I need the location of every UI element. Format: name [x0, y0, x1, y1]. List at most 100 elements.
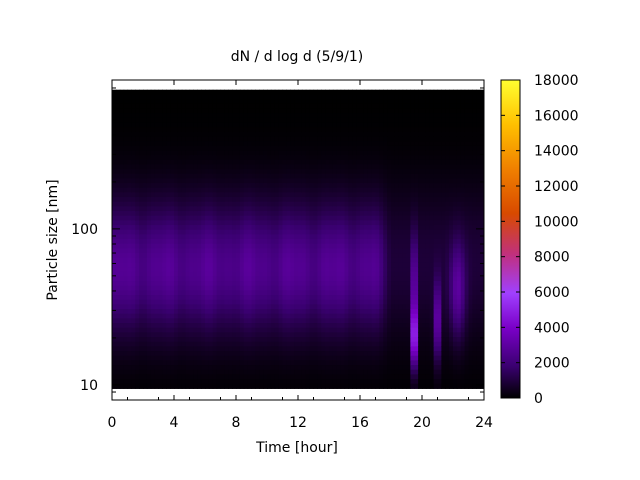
heatmap-cell: [317, 211, 322, 217]
heatmap-cell: [290, 271, 295, 277]
heatmap-cell: [270, 169, 276, 175]
heatmap-cell: [290, 117, 295, 123]
heatmap-cell: [406, 327, 411, 333]
heatmap-cell: [391, 197, 396, 203]
heatmap-cell: [131, 173, 136, 179]
heatmap-cell: [220, 239, 225, 245]
heatmap-cell: [224, 341, 229, 347]
heatmap-cell: [255, 304, 260, 310]
heatmap-cell: [146, 206, 152, 212]
heatmap-cell: [139, 103, 144, 109]
heatmap-cell: [340, 211, 346, 217]
heatmap-cell: [352, 103, 357, 109]
heatmap-cell: [197, 108, 202, 114]
heatmap-cell: [174, 99, 179, 105]
heatmap-cell: [360, 271, 365, 277]
heatmap-cell: [286, 313, 291, 319]
heatmap-cell: [123, 183, 129, 189]
heatmap-cell: [177, 197, 183, 203]
heatmap-cell: [313, 341, 318, 347]
heatmap-cell: [360, 187, 365, 193]
heatmap-cell: [340, 131, 346, 137]
heatmap-cell: [375, 295, 380, 301]
heatmap-cell: [387, 229, 392, 235]
heatmap-cell: [158, 285, 163, 291]
heatmap-cell: [119, 178, 125, 184]
heatmap-cell: [243, 332, 249, 338]
heatmap-cell: [220, 309, 225, 315]
heatmap-cell: [166, 365, 171, 371]
heatmap-cell: [146, 257, 152, 263]
heatmap-cell: [251, 369, 256, 375]
heatmap-cell: [391, 136, 396, 142]
heatmap-cell: [139, 108, 144, 114]
heatmap-cell: [414, 94, 419, 100]
heatmap-cell: [119, 332, 125, 338]
heatmap-cell: [205, 318, 210, 324]
heatmap-cell: [259, 145, 264, 151]
heatmap-cell: [348, 383, 353, 389]
heatmap-cell: [321, 145, 326, 151]
heatmap-cell: [332, 267, 338, 273]
heatmap-cell: [170, 271, 175, 277]
heatmap-cell: [197, 253, 202, 259]
heatmap-cell: [348, 127, 353, 133]
heatmap-cell: [290, 281, 295, 287]
heatmap-cell: [410, 229, 415, 235]
heatmap-cell: [344, 103, 349, 109]
heatmap-cell: [344, 355, 349, 361]
heatmap-cell: [255, 127, 260, 133]
heatmap-cell: [305, 145, 311, 151]
heatmap-cell: [123, 94, 129, 100]
heatmap-cell: [305, 323, 311, 329]
heatmap-cell: [294, 136, 299, 142]
heatmap-cell: [259, 206, 264, 212]
heatmap-cell: [201, 379, 206, 385]
heatmap-cell: [131, 248, 136, 254]
heatmap-cell: [208, 178, 214, 184]
heatmap-cell: [259, 169, 264, 175]
heatmap-cell: [205, 159, 210, 165]
heatmap-cell: [115, 267, 121, 273]
heatmap-cell: [224, 299, 229, 305]
heatmap-cell: [301, 337, 307, 343]
heatmap-cell: [267, 309, 272, 315]
heatmap-cell: [162, 351, 167, 357]
heatmap-cell: [305, 383, 311, 389]
heatmap-cell: [344, 131, 349, 137]
heatmap-cell: [410, 341, 415, 347]
heatmap-cell: [379, 313, 384, 319]
heatmap-cell: [158, 304, 163, 310]
heatmap-cell: [255, 220, 260, 226]
heatmap-cell: [158, 383, 163, 389]
heatmap-cell: [181, 141, 187, 147]
heatmap-cell: [263, 215, 268, 221]
heatmap-cell: [391, 243, 396, 249]
heatmap-cell: [189, 103, 194, 109]
heatmap-cell: [410, 374, 415, 380]
heatmap-cell: [278, 267, 284, 273]
heatmap-cell: [325, 355, 330, 361]
heatmap-cell: [270, 150, 276, 156]
heatmap-cell: [394, 127, 400, 133]
heatmap-cell: [216, 145, 222, 151]
heatmap-cell: [232, 253, 237, 259]
heatmap-cell: [398, 169, 404, 175]
heatmap-cell: [127, 379, 132, 385]
heatmap-cell: [255, 276, 260, 282]
heatmap-cell: [259, 346, 264, 352]
heatmap-cell: [112, 309, 117, 315]
heatmap-cell: [139, 276, 144, 282]
heatmap-cell: [309, 178, 315, 184]
heatmap-cell: [119, 276, 125, 282]
heatmap-cell: [189, 225, 194, 231]
heatmap-cell: [352, 225, 357, 231]
heatmap-cell: [170, 234, 175, 240]
heatmap-cell: [247, 113, 253, 119]
heatmap-cell: [143, 281, 148, 287]
heatmap-cell: [329, 103, 334, 109]
heatmap-cell: [398, 141, 404, 147]
heatmap-cell: [174, 309, 179, 315]
heatmap-cell: [410, 318, 415, 324]
